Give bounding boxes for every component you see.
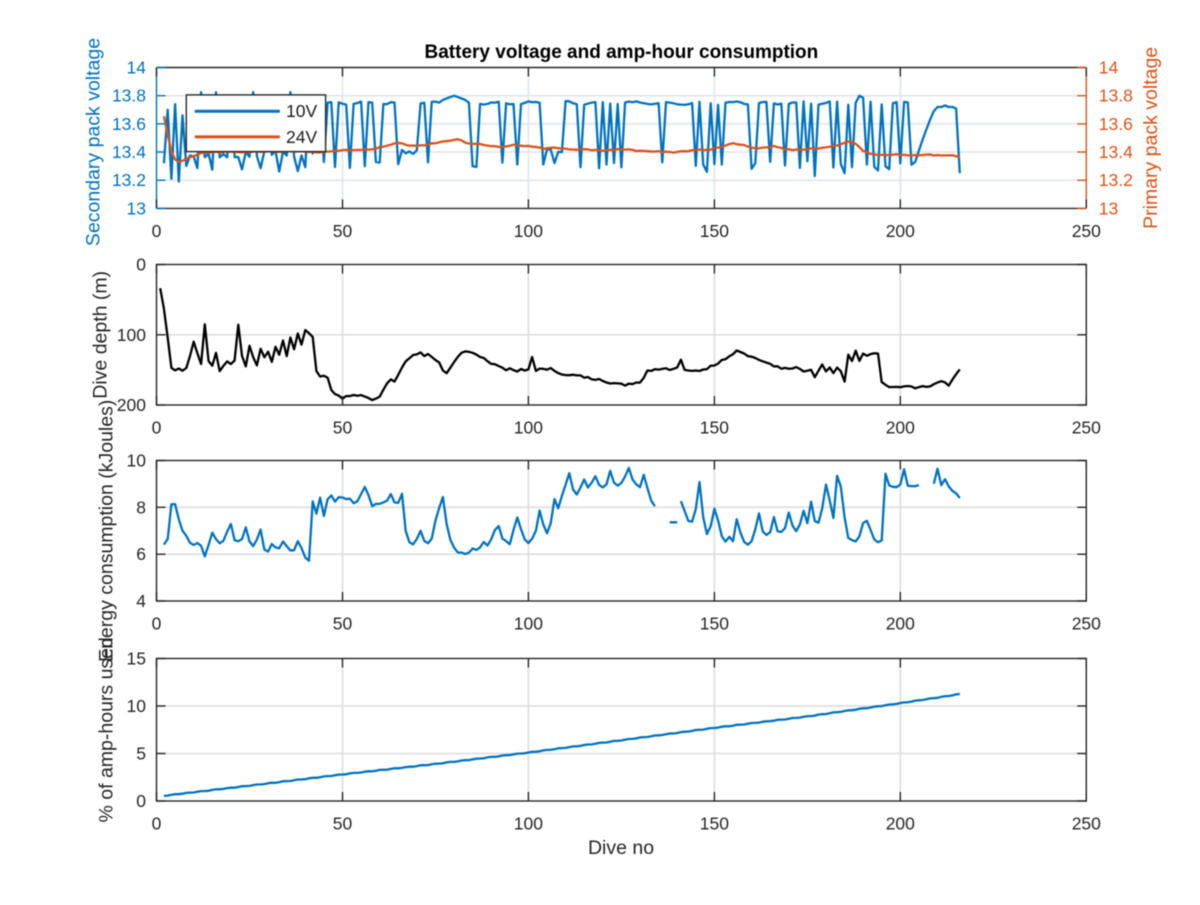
svg-text:0: 0	[152, 814, 162, 834]
svg-text:13.6: 13.6	[112, 114, 146, 134]
svg-text:13.2: 13.2	[112, 170, 146, 190]
svg-text:150: 150	[700, 418, 729, 438]
svg-text:10: 10	[127, 451, 147, 471]
svg-text:15: 15	[127, 649, 146, 669]
svg-text:200: 200	[886, 418, 915, 438]
svg-text:13: 13	[127, 198, 146, 218]
svg-text:100: 100	[514, 418, 543, 438]
svg-text:13.6: 13.6	[1099, 114, 1133, 134]
svg-text:Energy consumption (kJoules): Energy consumption (kJoules)	[96, 400, 118, 662]
svg-text:200: 200	[886, 614, 915, 634]
svg-text:13.4: 13.4	[112, 142, 146, 162]
svg-text:24V: 24V	[286, 127, 317, 147]
svg-text:14: 14	[127, 58, 147, 78]
svg-text:Battery voltage and amp-hour c: Battery voltage and amp-hour consumption	[425, 42, 819, 63]
svg-text:100: 100	[514, 814, 543, 834]
svg-text:50: 50	[333, 221, 353, 241]
svg-text:5: 5	[136, 744, 146, 764]
svg-text:13.8: 13.8	[112, 86, 146, 106]
svg-text:0: 0	[152, 614, 162, 634]
svg-text:50: 50	[333, 418, 353, 438]
svg-text:% of amp-hours used: % of amp-hours used	[96, 637, 118, 822]
svg-text:4: 4	[136, 591, 146, 611]
svg-text:150: 150	[700, 614, 729, 634]
svg-text:250: 250	[1072, 221, 1101, 241]
svg-text:200: 200	[886, 221, 915, 241]
svg-text:250: 250	[1072, 814, 1101, 834]
svg-text:Dive no: Dive no	[588, 837, 654, 859]
svg-text:6: 6	[136, 544, 146, 564]
svg-text:50: 50	[333, 614, 353, 634]
svg-text:10V: 10V	[286, 101, 317, 121]
svg-text:150: 150	[700, 814, 729, 834]
svg-text:250: 250	[1072, 418, 1101, 438]
svg-text:13.2: 13.2	[1099, 170, 1133, 190]
svg-text:13.8: 13.8	[1099, 86, 1133, 106]
svg-text:250: 250	[1072, 614, 1101, 634]
svg-text:Secondary pack voltage: Secondary pack voltage	[83, 38, 105, 246]
svg-text:0: 0	[152, 418, 162, 438]
svg-text:100: 100	[514, 614, 543, 634]
svg-text:100: 100	[117, 325, 146, 345]
svg-text:200: 200	[117, 395, 146, 415]
svg-text:13: 13	[1099, 198, 1118, 218]
svg-text:200: 200	[886, 814, 915, 834]
svg-text:Dive depth (m): Dive depth (m)	[90, 271, 112, 399]
svg-text:13.4: 13.4	[1099, 142, 1133, 162]
svg-text:8: 8	[136, 497, 146, 517]
svg-text:14: 14	[1099, 58, 1119, 78]
svg-text:0: 0	[136, 255, 146, 275]
svg-text:150: 150	[700, 221, 729, 241]
svg-text:Primary pack voltage: Primary pack voltage	[1140, 47, 1162, 229]
svg-text:10: 10	[127, 696, 147, 716]
svg-text:50: 50	[333, 814, 353, 834]
svg-text:0: 0	[136, 791, 146, 811]
svg-text:0: 0	[152, 221, 162, 241]
svg-text:100: 100	[514, 221, 543, 241]
